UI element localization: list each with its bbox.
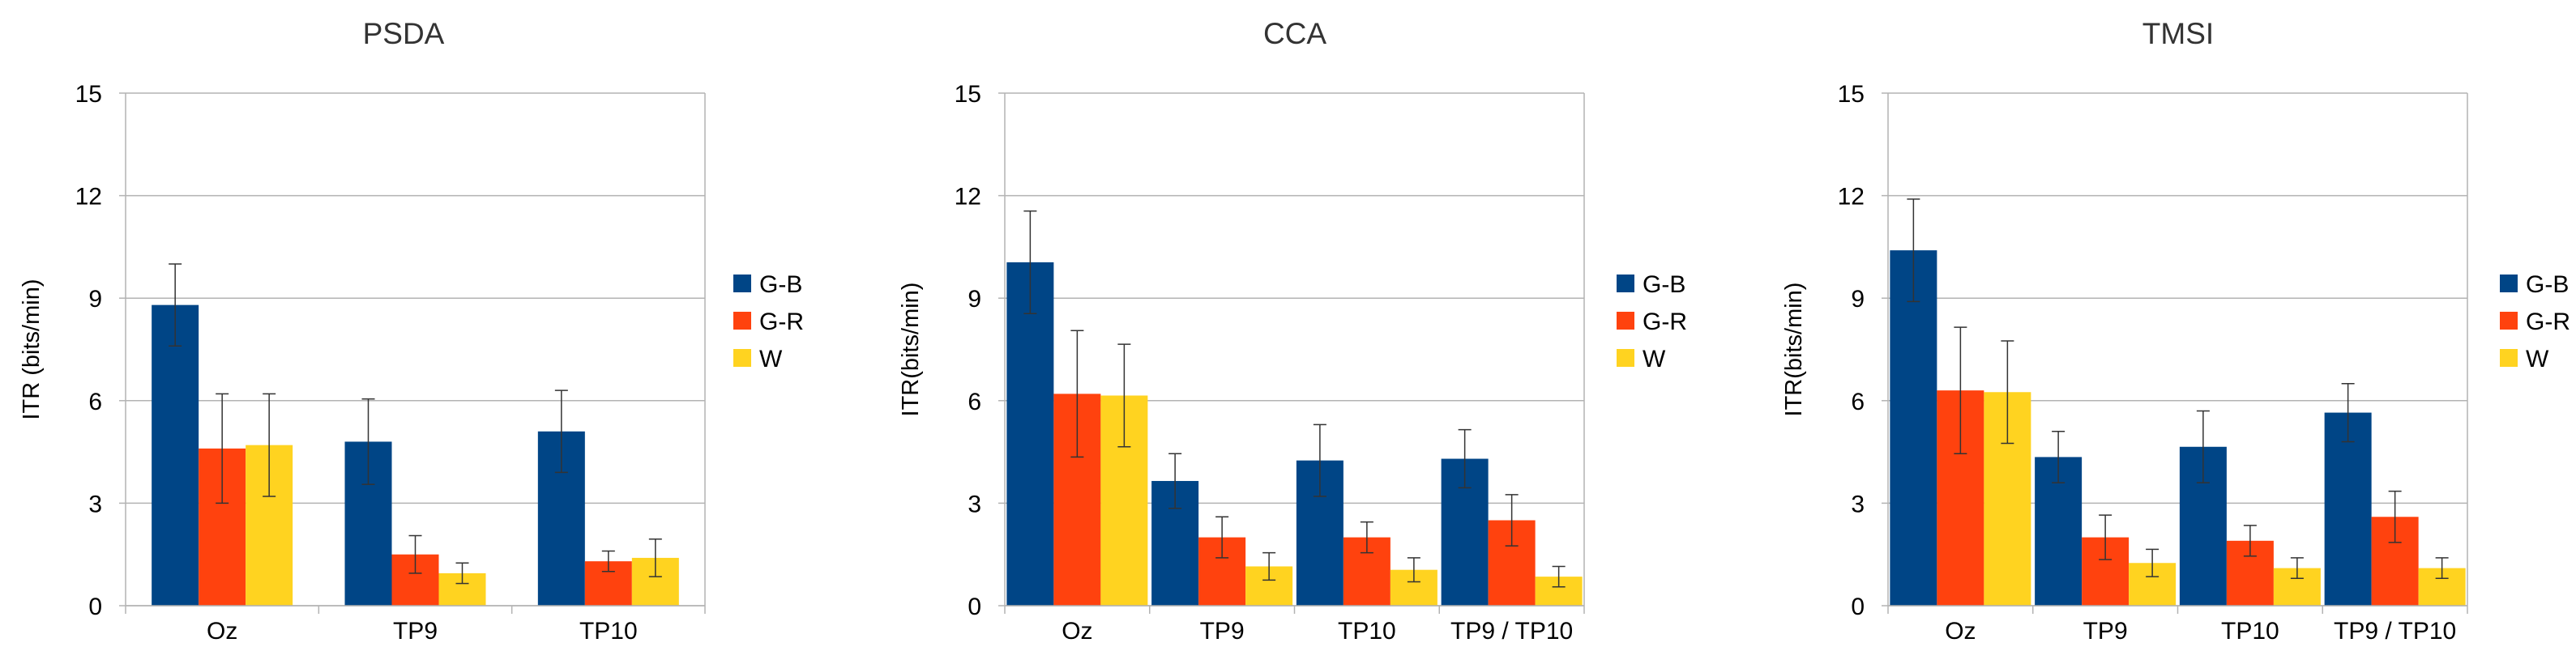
bar-g-b-oz bbox=[1006, 262, 1054, 606]
legend: G-B G-R W bbox=[2500, 271, 2570, 372]
legend-swatch-g-b bbox=[1617, 275, 1634, 292]
error-bar bbox=[455, 562, 469, 585]
y-tick-label: 3 bbox=[968, 491, 981, 517]
legend-label: G-R bbox=[1643, 309, 1687, 335]
y-tick-label: 0 bbox=[88, 594, 102, 620]
error-bar bbox=[1360, 521, 1373, 554]
y-tick-label: 6 bbox=[968, 389, 981, 415]
legend-swatch-g-b bbox=[2500, 275, 2518, 292]
error-bar bbox=[1313, 424, 1326, 497]
error-bar bbox=[1505, 494, 1519, 547]
error-bar bbox=[1117, 343, 1131, 448]
chart-panel-tmsi: TMSI 0 3 6 9 12 15 ITR(bits/min) Oz TP9 TP10 TP9 / … bbox=[1781, 17, 2570, 645]
y-tick-label: 12 bbox=[955, 184, 981, 211]
legend-label: G-B bbox=[759, 271, 802, 298]
y-tick-label: 3 bbox=[1851, 491, 1865, 517]
legend-label: W bbox=[1643, 346, 1666, 372]
bar-g-b-oz bbox=[1890, 250, 1937, 606]
x-tick-label: TP9 bbox=[393, 618, 438, 645]
x-tick-label: Oz bbox=[1062, 618, 1092, 645]
bar-g-b-tp9tp10 bbox=[2324, 412, 2372, 606]
legend-swatch-w bbox=[733, 349, 751, 367]
x-tick-label: TP10 bbox=[579, 618, 638, 645]
bar-g-b-oz bbox=[152, 304, 199, 606]
legend: G-B G-R W bbox=[733, 271, 804, 372]
error-bar bbox=[216, 393, 229, 504]
x-tick-label: Oz bbox=[1945, 618, 1976, 645]
error-bar bbox=[1407, 557, 1420, 583]
error-bar bbox=[554, 389, 568, 474]
y-tick-label: 9 bbox=[1851, 286, 1865, 313]
error-bar bbox=[1954, 326, 1967, 454]
error-bar bbox=[2341, 382, 2355, 443]
error-bar bbox=[1552, 565, 1566, 588]
x-tick-label: TP9 bbox=[1200, 618, 1245, 645]
error-bar bbox=[1168, 453, 1182, 509]
error-bar bbox=[1907, 198, 1920, 303]
legend-swatch-g-r bbox=[1617, 312, 1634, 330]
legend-swatch-w bbox=[1617, 349, 1634, 367]
error-bar bbox=[601, 550, 615, 572]
x-tick-label: TP10 bbox=[1338, 618, 1396, 645]
error-bar bbox=[2196, 410, 2210, 483]
y-tick-label: 15 bbox=[1838, 81, 1865, 108]
chart-title: CCA bbox=[1263, 17, 1326, 50]
chart-title: TMSI bbox=[2142, 17, 2214, 50]
error-bar bbox=[2435, 557, 2449, 579]
legend-swatch-g-b bbox=[733, 275, 751, 292]
y-tick-label: 9 bbox=[88, 286, 102, 313]
error-bar bbox=[1458, 428, 1472, 489]
x-tick-label: TP10 bbox=[2221, 618, 2279, 645]
error-bar bbox=[263, 393, 276, 497]
error-bar bbox=[2388, 490, 2402, 543]
error-bar bbox=[1070, 330, 1084, 458]
legend-label: G-B bbox=[1643, 271, 1685, 298]
y-tick-label: 6 bbox=[88, 389, 102, 415]
y-tick-label: 0 bbox=[968, 594, 981, 620]
error-bar bbox=[361, 398, 375, 485]
legend-label: W bbox=[2526, 346, 2549, 372]
error-bar bbox=[2099, 514, 2112, 560]
y-tick-label: 12 bbox=[1838, 184, 1865, 211]
y-tick-label: 0 bbox=[1851, 594, 1865, 620]
error-bar bbox=[1262, 551, 1276, 581]
y-tick-label: 3 bbox=[88, 491, 102, 517]
error-bar bbox=[648, 538, 662, 577]
y-tick-label: 6 bbox=[1851, 389, 1865, 415]
error-bar bbox=[169, 263, 182, 347]
legend-swatch-g-r bbox=[733, 312, 751, 330]
y-tick-label: 15 bbox=[955, 81, 981, 108]
x-tick-label: Oz bbox=[207, 618, 237, 645]
error-bar bbox=[2243, 525, 2257, 557]
y-axis-label: ITR(bits/min) bbox=[898, 283, 924, 417]
y-tick-label: 9 bbox=[968, 286, 981, 313]
error-bar bbox=[2146, 548, 2159, 577]
legend-label: W bbox=[759, 346, 783, 372]
error-bar bbox=[2001, 340, 2014, 445]
chart-panel-cca: CCA 0 3 6 9 12 15 ITR(bits/min) Oz TP9 TP10 TP9 / T… bbox=[898, 17, 1687, 645]
error-bar bbox=[2290, 557, 2304, 579]
x-tick-label: TP9 / TP10 bbox=[2334, 618, 2456, 645]
x-tick-label: TP9 / TP10 bbox=[1450, 618, 1573, 645]
error-bar bbox=[2052, 431, 2065, 483]
legend-label: G-R bbox=[2526, 309, 2570, 335]
error-bar bbox=[1215, 516, 1229, 559]
error-bar bbox=[1023, 210, 1037, 314]
legend-label: G-R bbox=[759, 309, 804, 335]
error-bar bbox=[408, 534, 422, 574]
legend: G-B G-R W bbox=[1617, 271, 1687, 372]
y-axis-label: ITR (bits/min) bbox=[19, 279, 45, 420]
x-tick-label: TP9 bbox=[2083, 618, 2128, 645]
legend-swatch-w bbox=[2500, 349, 2518, 367]
legend-label: G-B bbox=[2526, 271, 2569, 298]
y-axis-label: ITR(bits/min) bbox=[1781, 283, 1807, 417]
legend-swatch-g-r bbox=[2500, 312, 2518, 330]
chart-title: PSDA bbox=[363, 17, 445, 50]
y-tick-label: 15 bbox=[75, 81, 102, 108]
y-tick-label: 12 bbox=[75, 184, 102, 211]
